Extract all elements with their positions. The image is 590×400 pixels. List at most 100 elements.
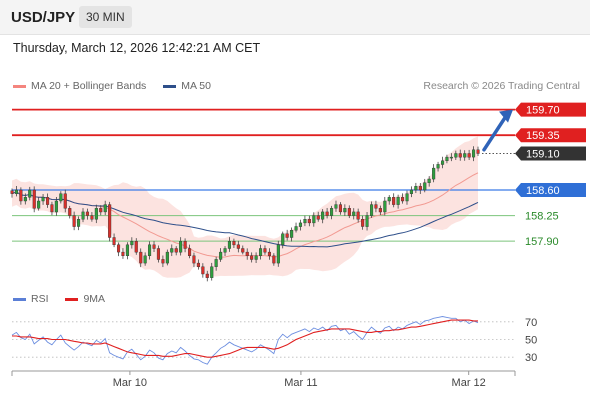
candle [94, 208, 98, 220]
candle [272, 255, 276, 264]
candle [432, 167, 436, 180]
legend-swatch-rsi [13, 297, 26, 301]
candle [436, 164, 440, 169]
candles [10, 146, 480, 282]
candle [130, 240, 134, 246]
legend-item-rsi: RSI [13, 293, 49, 305]
ma50-line [11, 191, 479, 248]
candle [463, 153, 467, 158]
candle [37, 200, 41, 209]
forecast-arrow-shaft [482, 112, 509, 152]
candle [152, 244, 156, 249]
candle [281, 233, 285, 246]
candle [303, 218, 307, 224]
candle [254, 255, 258, 260]
level-tag-bg [515, 183, 586, 197]
candle [285, 233, 289, 238]
support-label: 157.90 [525, 236, 559, 248]
candle [374, 204, 378, 209]
candle [143, 255, 147, 264]
level-tag-bg [515, 102, 586, 117]
candle [196, 262, 201, 268]
candle [427, 178, 431, 183]
candle [187, 248, 192, 257]
candle [116, 244, 121, 253]
candle [338, 204, 343, 213]
candle [90, 215, 94, 220]
candle [59, 193, 63, 202]
legend-item-9ma: 9MA [65, 293, 105, 305]
forecast-arrow-head [499, 109, 513, 123]
candle [334, 204, 338, 209]
candle [321, 211, 325, 220]
candle [405, 193, 409, 202]
candle [330, 208, 334, 216]
candle [383, 200, 387, 213]
level-tag-bg [515, 146, 586, 161]
candle [63, 193, 67, 209]
chart-datetime: Thursday, March 12, 2026 12:42:21 AM CET [13, 41, 261, 55]
legend-swatch-ma50 [163, 84, 177, 88]
legend-swatch-9ma [65, 297, 79, 301]
x-axis-label: Mar 11 [284, 377, 317, 389]
candle [476, 149, 480, 154]
candle [156, 248, 161, 260]
candle [423, 182, 427, 191]
candle [210, 266, 214, 278]
candle [454, 153, 458, 158]
candle [139, 251, 143, 264]
candle [227, 240, 232, 249]
candle [276, 244, 280, 264]
rsi-tick-label: 30 [525, 352, 537, 364]
legend-label-ma20: MA 20 + Bollinger Bands [31, 80, 147, 92]
candle [76, 218, 81, 227]
timeframe-button[interactable]: 30 MIN [79, 6, 132, 28]
legend-swatch-ma20 [13, 84, 26, 88]
candle [32, 189, 36, 209]
rsi-legend: RSI 9MA [13, 293, 119, 305]
candle [201, 266, 205, 275]
candle [467, 153, 471, 158]
candle [414, 186, 418, 191]
last-price-label: 159.10 [526, 148, 560, 160]
rsi-line [11, 316, 479, 365]
candle [396, 197, 400, 205]
candle [121, 251, 125, 257]
candle [112, 237, 116, 246]
candle [378, 208, 382, 213]
rsi-tick-label: 70 [525, 317, 537, 329]
candle [312, 215, 316, 224]
candle [294, 226, 298, 231]
candle [458, 153, 462, 158]
resistance-label: 159.35 [526, 130, 560, 142]
level-label-1: 159.35 [515, 128, 586, 143]
candle [365, 215, 369, 227]
candle [68, 208, 72, 216]
candle [192, 255, 196, 264]
level-label-3: 158.60 [515, 183, 586, 197]
candle [174, 248, 178, 253]
x-axis-label: Mar 10 [113, 377, 147, 389]
candle [219, 251, 223, 260]
candle [263, 248, 267, 253]
resistance-label: 159.70 [526, 105, 560, 117]
candle [250, 255, 254, 260]
candle [387, 197, 391, 202]
candle [449, 156, 453, 159]
level-label-0: 159.70 [515, 102, 586, 117]
level-label-4: 158.25 [525, 211, 559, 223]
candle [125, 244, 129, 257]
rsi-9ma-line [12, 319, 478, 358]
candle [103, 204, 107, 213]
level-label-5: 157.90 [525, 236, 559, 248]
candle [445, 156, 449, 162]
candle [134, 240, 138, 253]
candle [298, 222, 303, 227]
candle [325, 211, 329, 216]
candle [14, 189, 19, 194]
candle [170, 248, 174, 253]
pivot-label: 158.60 [526, 185, 560, 197]
candle [343, 208, 347, 213]
candle [441, 160, 445, 165]
